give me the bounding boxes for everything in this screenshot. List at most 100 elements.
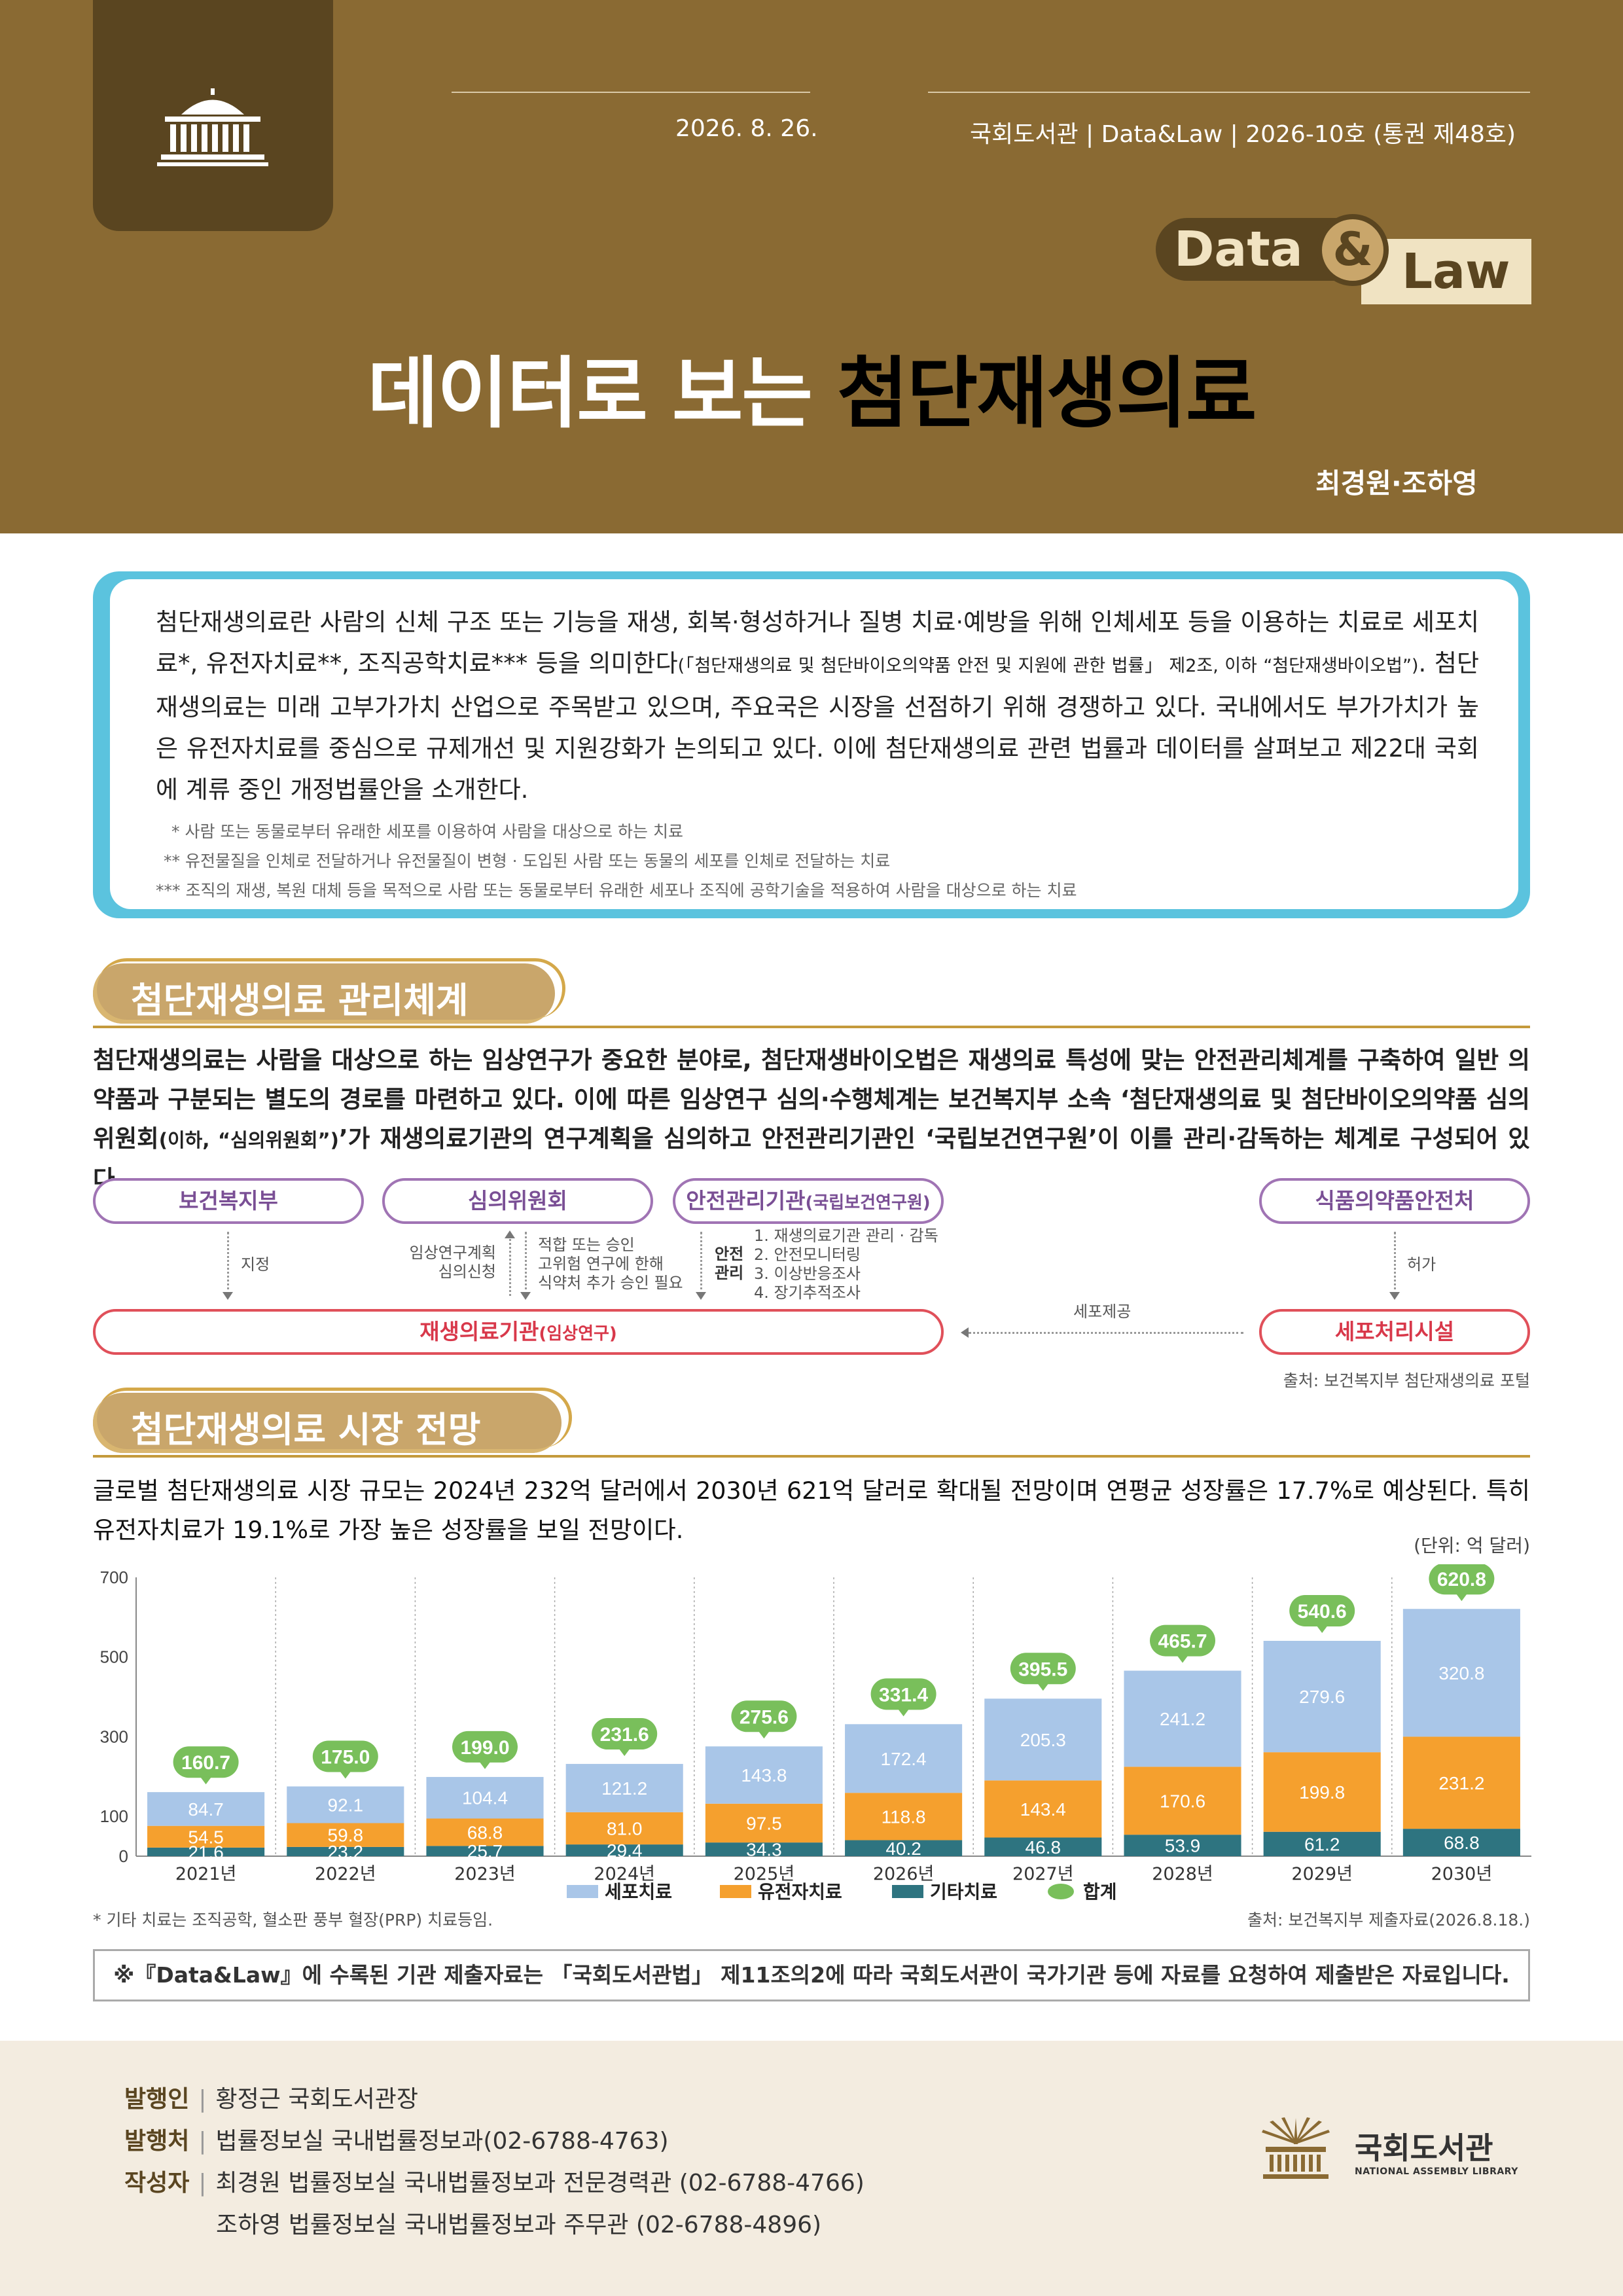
arrow-down-safety bbox=[696, 1292, 706, 1300]
legend-swatch bbox=[567, 1885, 598, 1898]
section-title-management: 첨단재생의료 관리체계 bbox=[131, 980, 469, 1021]
bar-segment bbox=[1263, 1752, 1381, 1832]
connector-mohw bbox=[227, 1232, 229, 1295]
header-rule-left bbox=[452, 92, 810, 93]
x-tick-label: 2022년 bbox=[315, 1864, 376, 1884]
segment-value-label: 61.2 bbox=[1304, 1834, 1340, 1854]
total-bubble-pointer bbox=[758, 1731, 770, 1739]
safety-items-list: 1. 재생의료기관 관리 · 감독 2. 안전모니터링 3. 이상반응조사 4.… bbox=[754, 1227, 938, 1302]
segment-value-label: 241.2 bbox=[1160, 1709, 1205, 1729]
section-heading-management: 첨단재생의료 관리체계 bbox=[93, 958, 1530, 1028]
y-tick-label: 0 bbox=[119, 1846, 128, 1866]
arrow-down-approve bbox=[520, 1292, 531, 1300]
heading-pill-outline bbox=[97, 1388, 572, 1448]
library-logo-en: NATIONAL ASSEMBLY LIBRARY bbox=[1355, 2166, 1518, 2177]
segment-value-label: 279.6 bbox=[1299, 1687, 1345, 1707]
x-tick-label: 2025년 bbox=[734, 1864, 795, 1884]
bar-segment bbox=[705, 1842, 823, 1856]
total-bubble bbox=[452, 1731, 518, 1763]
chart-bars bbox=[147, 1609, 1520, 1856]
bar-segment bbox=[287, 1786, 404, 1823]
bar-segment bbox=[1402, 1829, 1520, 1856]
segment-value-label: 92.1 bbox=[328, 1795, 364, 1815]
segment-value-label: 231.2 bbox=[1438, 1773, 1484, 1793]
market-paragraph: 글로벌 첨단재생의료 시장 규모는 2024년 232억 달러에서 2030년 … bbox=[93, 1477, 1530, 1544]
connector-apply bbox=[509, 1236, 511, 1296]
intro-text: 첨단재생의료란 사람의 신체 구조 또는 기능을 재생, 회복·형성하거나 질병… bbox=[156, 601, 1479, 810]
total-bubble-pointer bbox=[200, 1776, 212, 1785]
management-para-a: 첨단재생의료는 사람을 대상으로 하는 임상연구가 중요한 분야로, 첨단재생바… bbox=[93, 1046, 1530, 1153]
segment-value-label: 23.2 bbox=[328, 1842, 364, 1862]
bar-segment bbox=[287, 1823, 404, 1847]
footer: 발행인 | 황정근 국회도서관장 발행처 | 법률정보실 국내법률정보과(02-6788… bbox=[0, 2041, 1623, 2296]
arrow-down-mfds bbox=[1389, 1292, 1400, 1300]
header-banner: 2026. 8. 26. 국회도서관 | Data&Law | 2026-10호… bbox=[0, 0, 1623, 533]
total-bubble-pointer bbox=[339, 1770, 351, 1779]
bar-segment bbox=[845, 1793, 963, 1840]
segment-value-label: 81.0 bbox=[607, 1818, 643, 1839]
label-approve-1: 적합 또는 승인 bbox=[538, 1236, 635, 1254]
y-tick-label: 300 bbox=[100, 1727, 128, 1746]
legend-swatch bbox=[1048, 1884, 1074, 1899]
heading-pill bbox=[93, 963, 555, 1024]
total-bubble bbox=[1010, 1653, 1076, 1685]
legend-swatch bbox=[720, 1885, 751, 1898]
bar-segment bbox=[147, 1847, 265, 1856]
bar-segment bbox=[565, 1844, 683, 1856]
intro-main: 첨단재생의료란 사람의 신체 구조 또는 기능을 재생, 회복·형성하거나 질병… bbox=[156, 608, 1479, 677]
segment-value-label: 29.4 bbox=[607, 1840, 643, 1861]
segment-value-label: 54.5 bbox=[188, 1827, 224, 1847]
total-bubble bbox=[731, 1700, 797, 1732]
label-approve: 적합 또는 승인 고위험 연구에 한해 식약처 추가 승인 필요 bbox=[538, 1236, 683, 1293]
segment-value-label: 199.8 bbox=[1299, 1782, 1345, 1803]
intro-box: 첨단재생의료란 사람의 신체 구조 또는 기능을 재생, 회복·형성하거나 질병… bbox=[110, 579, 1518, 909]
total-bubble-pointer bbox=[1177, 1655, 1188, 1663]
segment-value-label: 21.6 bbox=[188, 1842, 224, 1862]
intro-frame: 첨단재생의료란 사람의 신체 구조 또는 기능을 재생, 회복·형성하거나 질병… bbox=[93, 571, 1530, 918]
chart-labels: 010030050070021.654.584.7160.72021년23.25… bbox=[100, 1564, 1495, 1884]
label-apply-1: 임상연구계획 bbox=[409, 1244, 496, 1262]
segment-value-label: 84.7 bbox=[188, 1799, 224, 1820]
label-safety: 안전 관리 bbox=[715, 1245, 743, 1283]
footnote-3: *** 조직의 재생, 복원 대체 등을 목적으로 사람 또는 동물로부터 유래… bbox=[156, 881, 1077, 900]
connector-supply bbox=[969, 1332, 1243, 1334]
label-apply: 임상연구계획 심의신청 bbox=[406, 1244, 496, 1282]
bar-segment bbox=[845, 1840, 963, 1856]
footer-issuer: 발행처 | 법률정보실 국내법률정보과(02-6788-4763) bbox=[124, 2128, 669, 2155]
x-tick-label: 2028년 bbox=[1152, 1864, 1213, 1884]
segment-value-label: 104.4 bbox=[462, 1788, 508, 1808]
chart-unit: (단위: 억 달러) bbox=[1414, 1535, 1530, 1556]
library-logo-text: 국회도서관 bbox=[1355, 2130, 1493, 2166]
segment-value-label: 34.3 bbox=[746, 1840, 782, 1860]
label-approve-2: 고위험 연구에 한해 bbox=[538, 1255, 664, 1273]
total-bubble bbox=[312, 1740, 378, 1772]
segment-value-label: 68.8 bbox=[467, 1822, 503, 1842]
label-approve-3: 식약처 추가 승인 필요 bbox=[538, 1274, 683, 1292]
title-part-white: 데이터로 보는 bbox=[367, 348, 838, 439]
bar-segment bbox=[984, 1837, 1102, 1856]
bar-segment bbox=[426, 1776, 544, 1819]
arrow-left-supply bbox=[961, 1327, 969, 1338]
issue-date: 2026. 8. 26. bbox=[675, 115, 818, 142]
bar-segment bbox=[705, 1746, 823, 1804]
legend-label: 합계 bbox=[1083, 1881, 1117, 1903]
footer-writer: 작성자 | 최경원 법률정보실 국내법률정보과 전문경력관 (02-6788-476… bbox=[124, 2170, 865, 2197]
arrow-down-mohw bbox=[223, 1292, 233, 1300]
total-value-label: 199.0 bbox=[460, 1737, 509, 1759]
org-cell-facility: 세포처리시설 bbox=[1259, 1309, 1530, 1355]
management-para-small: (이하, “심의위원회”) bbox=[158, 1129, 339, 1151]
heading-pill-outline bbox=[97, 958, 565, 1018]
segment-value-label: 59.8 bbox=[328, 1825, 364, 1846]
org-safety-agency: 안전관리기관(국립보건연구원) bbox=[673, 1178, 944, 1224]
x-tick-label: 2029년 bbox=[1291, 1864, 1353, 1884]
bar-segment bbox=[1124, 1670, 1241, 1767]
total-bubble-pointer bbox=[1316, 1625, 1329, 1634]
assembly-building-icon bbox=[157, 88, 268, 166]
chart-legend: 세포치료 유전자치료 기타치료 합계 bbox=[567, 1881, 1117, 1903]
footnote-2: ** 유전물질을 인체로 전달하거나 유전물질이 변형 · 도입된 사람 또는 … bbox=[164, 852, 891, 870]
total-value-label: 275.6 bbox=[740, 1706, 789, 1728]
total-value-label: 465.7 bbox=[1158, 1631, 1207, 1653]
issuer-label: 발행처 bbox=[124, 2128, 190, 2155]
writer-label: 작성자 bbox=[124, 2170, 190, 2197]
footer-publisher: 발행인 | 황정근 국회도서관장 bbox=[124, 2086, 419, 2113]
